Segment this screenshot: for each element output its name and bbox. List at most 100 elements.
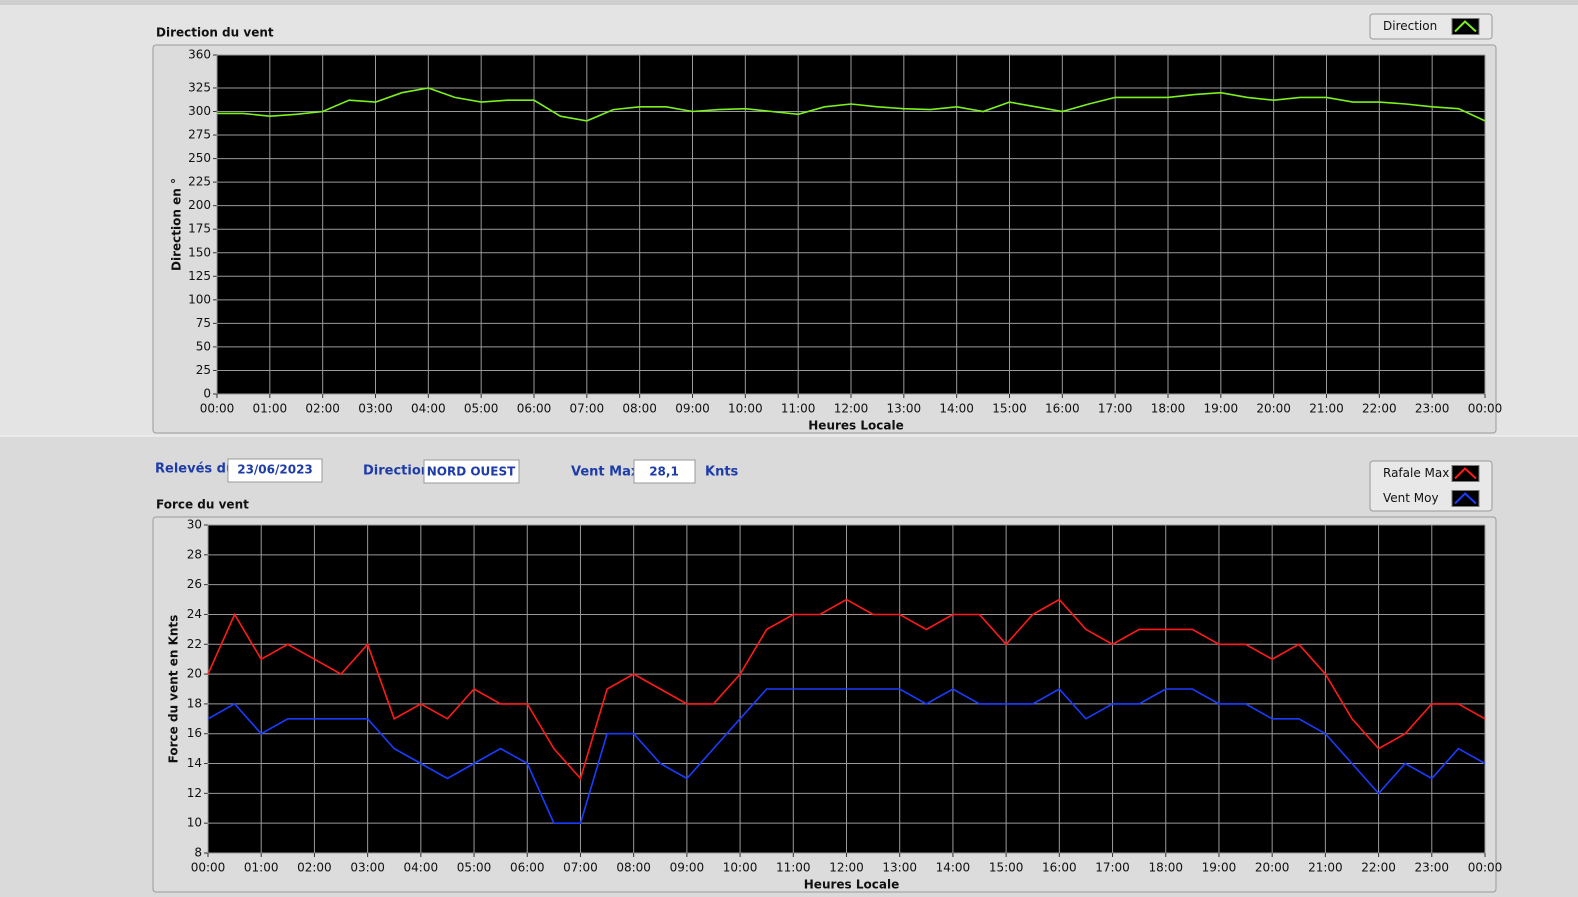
y-tick-label: 325 <box>188 80 211 94</box>
x-tick-label: 17:00 <box>1095 861 1130 875</box>
y-tick-label: 14 <box>187 756 202 770</box>
x-tick-label: 07:00 <box>570 402 605 416</box>
y-tick-label: 26 <box>187 577 202 591</box>
y-tick-label: 300 <box>188 104 211 118</box>
x-tick-label: 02:00 <box>297 861 332 875</box>
field-value: 23/06/2023 <box>237 463 313 477</box>
y-tick-label: 28 <box>187 547 202 561</box>
y-tick-label: 275 <box>188 128 211 142</box>
x-tick-label: 18:00 <box>1148 861 1183 875</box>
y-tick-label: 12 <box>187 786 202 800</box>
x-axis-label: Heures Locale <box>808 419 903 433</box>
x-tick-label: 00:00 <box>191 861 226 875</box>
y-tick-label: 200 <box>188 198 211 212</box>
y-tick-label: 24 <box>187 607 202 621</box>
x-tick-label: 15:00 <box>989 861 1024 875</box>
y-tick-label: 10 <box>187 816 202 830</box>
y-axis-label: Force du vent en Knts <box>167 615 181 764</box>
chart-title: Force du vent <box>156 498 249 512</box>
y-tick-label: 25 <box>196 363 211 377</box>
y-tick-label: 75 <box>196 316 211 330</box>
x-tick-label: 08:00 <box>622 402 657 416</box>
x-tick-label: 19:00 <box>1202 861 1237 875</box>
x-tick-label: 15:00 <box>992 402 1027 416</box>
x-tick-label: 05:00 <box>464 402 499 416</box>
x-tick-label: 18:00 <box>1151 402 1186 416</box>
x-tick-label: 16:00 <box>1042 861 1077 875</box>
legend-swatch <box>1451 18 1480 35</box>
y-tick-label: 20 <box>187 667 202 681</box>
legend-label: Direction <box>1383 19 1437 33</box>
field-label: Vent Max <box>571 465 640 480</box>
x-tick-label: 23:00 <box>1414 861 1449 875</box>
y-tick-label: 18 <box>187 696 202 710</box>
x-tick-label: 08:00 <box>616 861 651 875</box>
y-tick-label: 8 <box>194 846 202 860</box>
y-tick-label: 100 <box>188 292 211 306</box>
data-line <box>217 87 1486 122</box>
x-tick-label: 17:00 <box>1098 402 1133 416</box>
legend-swatch <box>1451 465 1480 482</box>
x-tick-label: 04:00 <box>411 402 446 416</box>
legend-swatch <box>1451 490 1480 507</box>
y-tick-label: 30 <box>187 518 202 532</box>
data-line <box>207 598 1486 781</box>
x-tick-label: 11:00 <box>776 861 811 875</box>
x-tick-label: 22:00 <box>1362 402 1397 416</box>
x-tick-label: 01:00 <box>244 861 279 875</box>
top-bar <box>0 0 1578 5</box>
x-tick-label: 21:00 <box>1308 861 1343 875</box>
x-tick-label: 10:00 <box>728 402 763 416</box>
x-tick-label: 20:00 <box>1255 861 1290 875</box>
x-tick-label: 13:00 <box>882 861 917 875</box>
y-tick-label: 175 <box>188 222 211 236</box>
x-tick-label: 02:00 <box>305 402 340 416</box>
y-tick-label: 16 <box>187 726 202 740</box>
y-tick-label: 22 <box>187 637 202 651</box>
x-tick-label: 12:00 <box>834 402 869 416</box>
x-tick-label: 20:00 <box>1256 402 1291 416</box>
y-tick-label: 0 <box>203 387 211 401</box>
x-tick-label: 09:00 <box>670 861 705 875</box>
x-tick-label: 05:00 <box>457 861 492 875</box>
field-box <box>633 459 696 484</box>
x-tick-label: 23:00 <box>1415 402 1450 416</box>
field-label: Relevés du <box>155 462 235 477</box>
x-tick-label: 00:00 <box>200 402 235 416</box>
y-tick-label: 50 <box>196 339 211 353</box>
field-value: NORD OUEST <box>427 465 516 479</box>
field-label: Direction <box>363 464 430 479</box>
x-tick-label: 14:00 <box>936 861 971 875</box>
y-tick-label: 150 <box>188 245 211 259</box>
x-axis-label: Heures Locale <box>804 878 899 892</box>
x-tick-label: 07:00 <box>563 861 598 875</box>
x-tick-label: 14:00 <box>939 402 974 416</box>
legend-icon <box>1454 467 1477 480</box>
legend-label: Vent Moy <box>1383 491 1439 505</box>
field-unit: Knts <box>705 465 739 480</box>
x-tick-label: 00:00 <box>1468 861 1503 875</box>
legend-icon <box>1454 492 1477 505</box>
x-tick-label: 13:00 <box>887 402 922 416</box>
x-tick-label: 04:00 <box>404 861 439 875</box>
x-tick-label: 06:00 <box>510 861 545 875</box>
x-tick-label: 09:00 <box>675 402 710 416</box>
x-tick-label: 16:00 <box>1045 402 1080 416</box>
field-value: 28,1 <box>649 465 679 479</box>
legend-label: Rafale Max <box>1383 466 1449 480</box>
legend-icon <box>1454 20 1477 33</box>
y-tick-label: 250 <box>188 151 211 165</box>
y-axis-label: Direction en ° <box>170 178 184 271</box>
y-tick-label: 125 <box>188 269 211 283</box>
y-tick-label: 360 <box>188 48 211 62</box>
x-tick-label: 19:00 <box>1204 402 1239 416</box>
x-tick-label: 03:00 <box>350 861 385 875</box>
data-line <box>207 687 1486 824</box>
chart-title: Direction du vent <box>156 26 274 40</box>
field-box <box>227 458 323 483</box>
x-tick-label: 01:00 <box>253 402 288 416</box>
x-tick-label: 21:00 <box>1309 402 1344 416</box>
x-tick-label: 12:00 <box>829 861 864 875</box>
y-tick-label: 225 <box>188 175 211 189</box>
